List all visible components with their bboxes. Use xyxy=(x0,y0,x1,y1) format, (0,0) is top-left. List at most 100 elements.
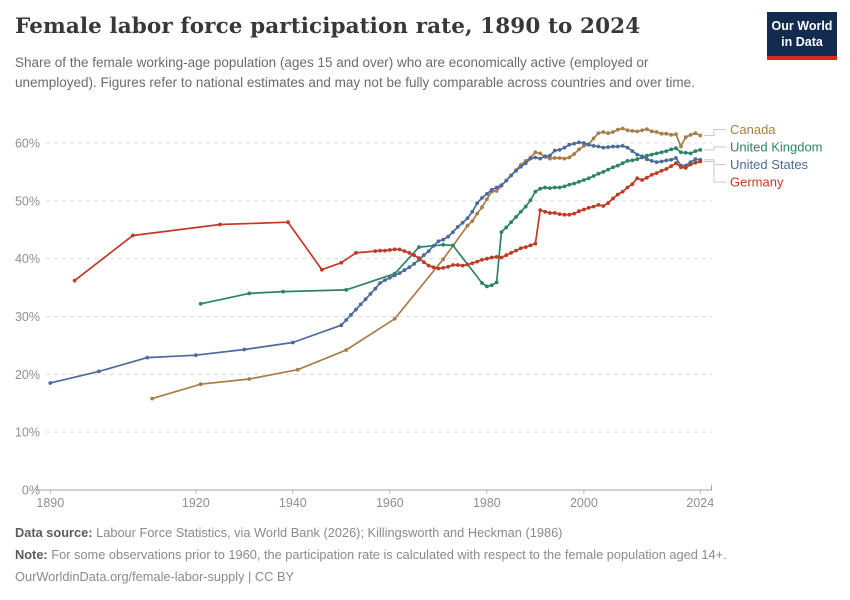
data-point-united-kingdom xyxy=(630,158,635,163)
data-point-united-states xyxy=(586,142,591,147)
data-point-united-states xyxy=(533,155,538,160)
data-point-united-states xyxy=(509,173,513,178)
series-line-united-kingdom[interactable] xyxy=(200,147,701,305)
data-point-canada xyxy=(470,219,475,224)
data-point-germany xyxy=(674,161,678,166)
data-point-united-kingdom xyxy=(654,151,659,156)
data-point-germany xyxy=(552,211,557,215)
data-point-united-states xyxy=(523,161,528,166)
data-point-united-states xyxy=(625,145,630,150)
legend-label-united-states[interactable]: United States xyxy=(730,157,809,172)
data-point-canada xyxy=(674,132,678,137)
data-point-united-kingdom xyxy=(198,301,203,306)
data-point-canada xyxy=(150,396,155,401)
data-point-united-kingdom xyxy=(548,186,552,191)
data-point-united-states xyxy=(455,225,460,229)
series-united-kingdom[interactable] xyxy=(198,146,703,306)
data-point-canada xyxy=(649,129,654,134)
data-point-germany xyxy=(286,220,290,225)
legend-label-canada[interactable]: Canada xyxy=(730,122,776,137)
data-point-united-kingdom xyxy=(591,174,596,178)
data-point-united-states xyxy=(378,281,382,285)
data-point-united-states xyxy=(620,144,625,148)
data-point-germany xyxy=(494,255,499,259)
owid-logo[interactable]: Our World in Data xyxy=(767,12,837,60)
data-point-germany xyxy=(426,263,431,268)
data-point-canada xyxy=(480,205,484,210)
data-point-united-states xyxy=(485,192,489,196)
data-point-united-states xyxy=(548,153,552,158)
series-canada[interactable] xyxy=(150,126,703,401)
data-point-united-kingdom xyxy=(518,209,523,214)
data-source-line: Data source: Labour Force Statistics, vi… xyxy=(15,522,727,544)
data-point-germany xyxy=(455,263,460,267)
data-point-united-kingdom xyxy=(528,198,533,203)
data-point-germany xyxy=(538,208,543,213)
data-point-germany xyxy=(582,207,586,212)
y-tick-label-20: 20% xyxy=(15,368,40,382)
data-point-united-states xyxy=(446,234,450,239)
logo-line-2: in Data xyxy=(781,35,823,50)
data-point-united-kingdom xyxy=(674,146,678,151)
data-point-germany xyxy=(586,205,591,210)
legend-label-germany[interactable]: Germany xyxy=(730,174,784,189)
data-point-canada xyxy=(679,144,683,149)
data-point-canada xyxy=(577,147,581,152)
data-point-germany xyxy=(485,256,489,261)
data-point-united-states xyxy=(426,249,431,254)
y-tick-label-60: 60% xyxy=(15,137,40,151)
data-point-united-states xyxy=(470,209,475,214)
data-point-germany xyxy=(635,176,640,181)
data-point-canada xyxy=(645,127,649,131)
data-point-united-kingdom xyxy=(247,291,252,296)
data-point-united-kingdom xyxy=(533,189,538,194)
data-point-germany xyxy=(601,204,606,208)
data-point-germany xyxy=(591,204,596,209)
data-point-canada xyxy=(557,156,562,160)
data-point-united-states xyxy=(596,144,601,149)
data-point-united-states xyxy=(514,168,518,173)
data-point-united-states xyxy=(402,268,407,273)
data-point-canada xyxy=(572,152,577,156)
data-point-canada xyxy=(688,133,693,137)
series-germany[interactable] xyxy=(72,159,703,283)
data-point-canada xyxy=(693,131,698,136)
data-point-germany xyxy=(693,160,698,165)
data-point-united-kingdom xyxy=(635,157,640,162)
data-point-germany xyxy=(596,203,601,207)
data-point-germany xyxy=(489,255,494,260)
data-point-germany xyxy=(218,222,223,227)
data-point-germany xyxy=(475,259,480,264)
data-point-germany xyxy=(649,172,654,177)
legend-label-united-kingdom[interactable]: United Kingdom xyxy=(730,139,823,154)
data-point-united-kingdom xyxy=(683,150,688,155)
series-line-united-states[interactable] xyxy=(50,141,701,384)
series-line-germany[interactable] xyxy=(74,160,701,282)
citation-link[interactable]: OurWorldinData.org/female-labor-supply |… xyxy=(15,566,727,588)
data-point-germany xyxy=(378,248,382,253)
data-point-united-states xyxy=(567,142,572,147)
data-point-germany xyxy=(412,253,416,258)
data-point-canada xyxy=(640,128,644,133)
data-point-germany xyxy=(611,196,615,201)
data-point-united-kingdom xyxy=(669,147,674,152)
data-point-germany xyxy=(387,248,392,252)
data-point-united-states xyxy=(494,185,499,190)
data-point-united-states xyxy=(611,144,615,149)
citation-link-text[interactable]: OurWorldinData.org/female-labor-supply |… xyxy=(15,569,295,584)
data-point-united-kingdom xyxy=(601,170,606,174)
data-point-canada xyxy=(615,127,620,132)
data-point-germany xyxy=(679,165,683,170)
data-point-united-kingdom xyxy=(489,283,494,288)
data-point-united-states xyxy=(480,196,484,200)
series-united-states[interactable] xyxy=(48,140,703,385)
data-point-germany xyxy=(72,278,77,283)
data-point-united-states xyxy=(606,145,610,150)
data-point-canada xyxy=(441,257,446,262)
data-point-united-states xyxy=(649,159,654,163)
data-point-united-kingdom xyxy=(596,171,601,176)
data-point-germany xyxy=(421,260,426,264)
data-point-united-states xyxy=(489,187,494,192)
data-point-canada xyxy=(392,316,397,321)
data-point-united-kingdom xyxy=(679,150,683,155)
